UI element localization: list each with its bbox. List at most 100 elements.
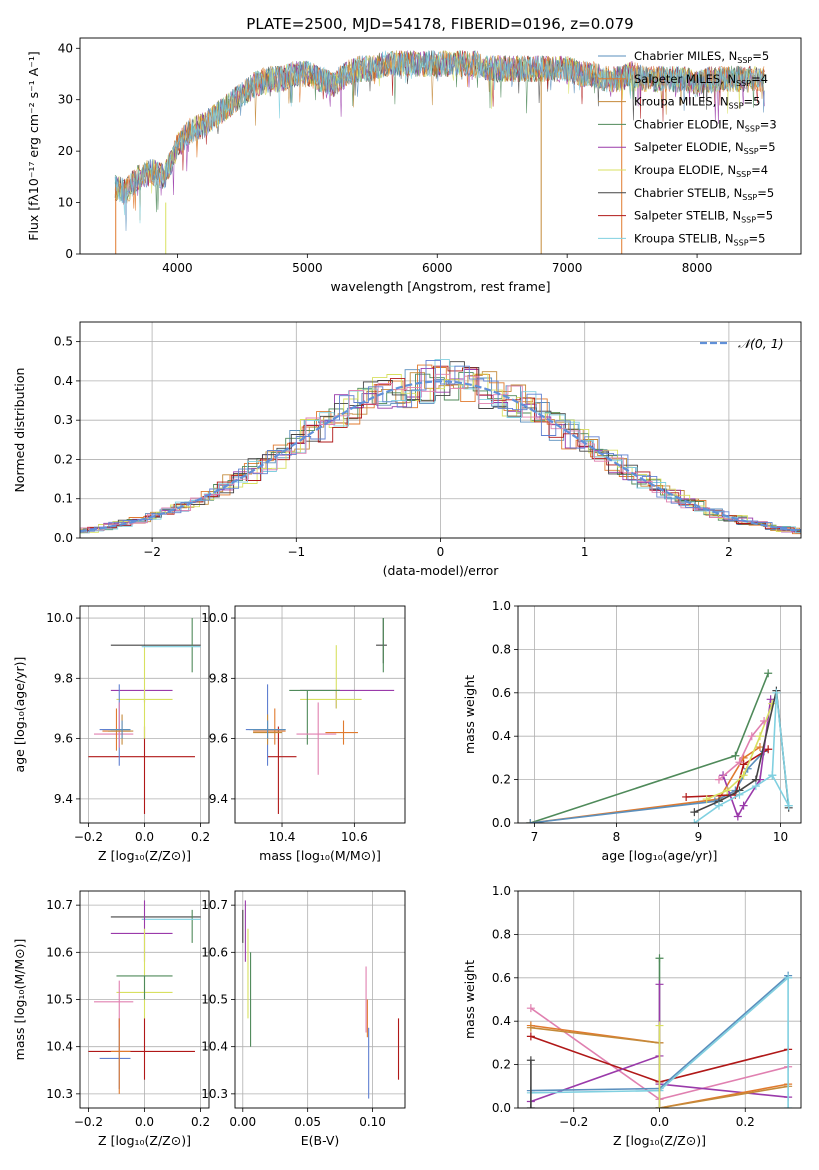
axes-frame — [79, 890, 210, 1109]
axes-frame — [517, 890, 802, 1109]
axes-frame — [79, 605, 210, 824]
y-tick-label: 10.6 — [46, 945, 73, 959]
weight-marker — [714, 801, 723, 810]
weight-marker — [731, 751, 740, 760]
x-tick-label: 0.0 — [650, 1115, 669, 1129]
weight-marker — [655, 1104, 664, 1108]
y-tick-label: 10.0 — [201, 611, 228, 625]
spectrum-line — [114, 49, 765, 231]
x-axis-label: mass [log₁₀(M/M⊙)] — [259, 848, 381, 863]
weight-marker — [526, 1023, 535, 1032]
weight-marker — [714, 775, 723, 784]
y-tick-label: 0.2 — [492, 773, 511, 787]
weight-marker — [702, 795, 711, 804]
x-tick-label: −0.2 — [559, 1115, 588, 1129]
y-tick-label: 9.6 — [54, 732, 73, 746]
weight-marker — [526, 1004, 535, 1013]
weight-marker — [772, 688, 781, 697]
weight-marker — [739, 760, 748, 769]
mass-vs-ebv-plot-area — [242, 900, 400, 1099]
y-axis-label: mass [log₁₀(M/M⊙)] — [12, 939, 27, 1061]
x-tick-label: 0.0 — [135, 830, 154, 844]
weight-marker — [764, 745, 773, 754]
weight-marker — [723, 786, 732, 795]
y-axis-label: Normed distribution — [12, 368, 27, 493]
axes-frame — [234, 890, 406, 1109]
y-axis-label: mass weight — [462, 675, 477, 754]
y-tick-label: 0.6 — [492, 971, 511, 985]
axes-frame — [79, 321, 802, 539]
weight-marker — [526, 1104, 535, 1108]
x-axis-label: E(B-V) — [301, 1133, 340, 1148]
y-axis-label: age [log₁₀(age/yr)] — [12, 657, 27, 773]
legend-entry: Kroupa MILES, NSSP=5 — [634, 95, 760, 111]
weight-line — [718, 720, 765, 781]
x-tick-label: 0.05 — [294, 1115, 321, 1129]
y-tick-label: 10.5 — [201, 993, 228, 1007]
y-tick-label: 10.6 — [201, 945, 228, 959]
weight-marker — [784, 801, 793, 810]
y-tick-label: 10.0 — [46, 611, 73, 625]
weight-marker — [735, 790, 744, 799]
weight-marker — [739, 771, 748, 780]
x-tick-label: −2 — [143, 545, 161, 559]
y-tick-label: 1.0 — [492, 599, 511, 613]
y-tick-label: 0.4 — [492, 1014, 511, 1028]
gaussian-curve — [80, 380, 801, 533]
y-tick-label: 0.0 — [54, 531, 73, 545]
y-tick-label: 0 — [65, 247, 73, 261]
y-tick-label: 10.4 — [201, 1040, 228, 1054]
x-tick-label: 0.00 — [229, 1115, 256, 1129]
x-axis-label: (data-model)/error — [383, 563, 500, 578]
y-tick-label: 10.7 — [201, 898, 228, 912]
legend-entry: 𝒩(0, 1) — [738, 336, 784, 351]
x-tick-label: 8000 — [682, 261, 713, 275]
y-tick-label: 10.7 — [46, 898, 73, 912]
weight-marker — [755, 732, 764, 741]
y-axis-label: Flux [fλ10⁻¹⁷ erg cm⁻² s⁻¹ A⁻¹] — [26, 51, 41, 240]
y-tick-label: 0.0 — [492, 1101, 511, 1115]
legend-entry: Kroupa STELIB, NSSP=5 — [634, 231, 765, 247]
y-tick-label: 1.0 — [492, 884, 511, 898]
x-axis-label: wavelength [Angstrom, rest frame] — [330, 279, 550, 294]
weight-vs-age-plot-area — [526, 669, 793, 823]
figure-title: PLATE=2500, MJD=54178, FIBERID=0196, z=0… — [246, 15, 633, 33]
y-tick-label: 10.5 — [46, 993, 73, 1007]
legend-entry: Salpeter STELIB, NSSP=5 — [634, 209, 773, 225]
weight-marker — [760, 717, 769, 726]
y-tick-label: 0.3 — [54, 413, 73, 427]
y-tick-label: 20 — [58, 144, 73, 158]
legend-entry: Salpeter ELODIE, NSSP=5 — [634, 140, 776, 156]
age-vs-mass-panel: 10.4 10.6 9.4 9.6 9.8 10.0 mass [log₁₀(M/M⊙)] — [201, 605, 406, 863]
weight-marker — [655, 1021, 664, 1030]
histogram-step — [80, 373, 801, 532]
x-tick-label: 0.10 — [359, 1115, 386, 1129]
y-tick-label: 9.4 — [54, 792, 73, 806]
x-tick-label: 1 — [581, 545, 589, 559]
mass-vs-Z-plot-area — [88, 900, 201, 1094]
y-tick-label: 10.3 — [46, 1087, 73, 1101]
weight-marker — [690, 808, 699, 817]
x-tick-label: 9 — [695, 830, 703, 844]
y-tick-label: 0.0 — [492, 816, 511, 830]
y-tick-label: 0.4 — [492, 729, 511, 743]
mass-vs-Z-panel: −0.2 0.0 0.2 10.3 10.4 10.5 10.6 10.7 Z [log₁₀(Z… — [12, 890, 210, 1148]
y-tick-label: 9.4 — [209, 792, 228, 806]
spectrum-panel: 4000 5000 6000 7000 8000 0 10 20 30 40 wavelength … — [26, 37, 802, 294]
x-tick-label: 10.4 — [269, 830, 296, 844]
x-tick-label: 0.0 — [135, 1115, 154, 1129]
x-tick-label: 8 — [613, 830, 621, 844]
weight-marker — [739, 801, 748, 810]
x-axis-label: Z [log₁₀(Z/Z⊙)] — [98, 1133, 191, 1148]
x-tick-label: −0.2 — [74, 1115, 103, 1129]
x-tick-label: 0.2 — [736, 1115, 755, 1129]
x-axis-label: Z [log₁₀(Z/Z⊙)] — [613, 1133, 706, 1148]
mass-vs-ebv-panel: 0.00 0.05 0.10 10.3 10.4 10.5 10.6 10.7 E(B-V) — [201, 890, 406, 1148]
legend-entry: Chabrier MILES, NSSP=5 — [634, 49, 769, 65]
x-tick-label: −1 — [287, 545, 305, 559]
weight-line — [530, 746, 761, 823]
weight-marker — [764, 669, 773, 678]
y-tick-label: 0.2 — [54, 452, 73, 466]
weight-marker — [735, 758, 744, 767]
